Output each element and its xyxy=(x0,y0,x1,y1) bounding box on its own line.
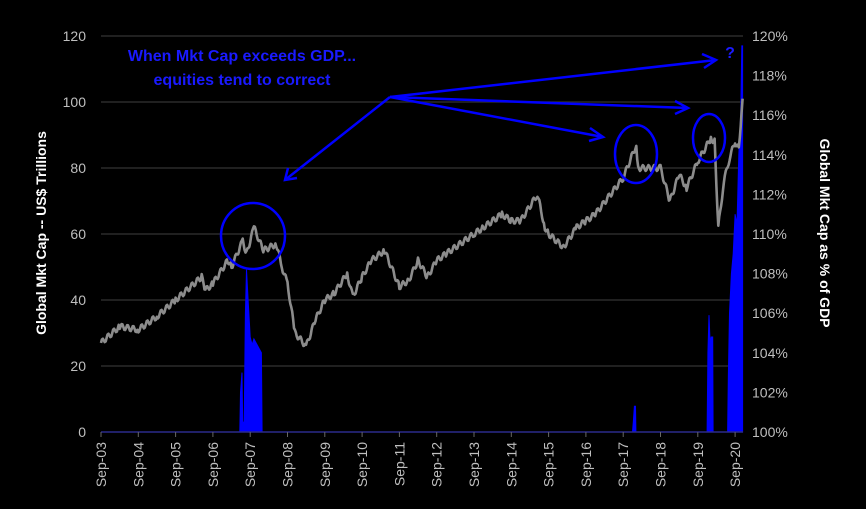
highlight-ellipse-2007 xyxy=(219,201,287,271)
x-tick-label: Sep-10 xyxy=(354,442,370,487)
x-tick-label: Sep-14 xyxy=(503,442,519,487)
x-tick-label: Sep-16 xyxy=(578,442,594,487)
right-tick-label: 120% xyxy=(752,28,788,44)
arrow-to-current xyxy=(389,52,719,99)
x-tick-label: Sep-06 xyxy=(205,442,221,487)
right-tick-label: 116% xyxy=(752,107,787,123)
x-tick-label: Sep-07 xyxy=(242,442,258,487)
right-tick-label: 102% xyxy=(752,384,788,400)
x-tick-label: Sep-09 xyxy=(317,442,333,487)
annotation-question: ? xyxy=(725,45,735,62)
x-tick-label: Sep-04 xyxy=(130,442,146,487)
x-tick-label: Sep-18 xyxy=(653,442,669,487)
market-cap-line xyxy=(99,98,744,348)
annotation-line-1: When Mkt Cap exceeds GDP... xyxy=(128,48,356,65)
right-tick-label: 104% xyxy=(752,345,788,361)
x-tick-label: Sep-11 xyxy=(391,442,407,486)
left-tick-label: 60 xyxy=(70,226,86,242)
highlight-ellipse-2020 xyxy=(691,112,727,164)
right-tick-label: 100% xyxy=(752,424,788,440)
right-axis-title: Global Mkt Cap as % of GDP xyxy=(817,138,833,327)
x-axis-ticks: Sep-03 Sep-04 Sep-05 Sep-06 Sep-07 Sep-08 Sep-… xyxy=(93,432,743,487)
left-tick-label: 80 xyxy=(70,160,86,176)
left-axis-ticks: 0 20 40 60 80 100 120 xyxy=(63,28,87,440)
left-tick-label: 120 xyxy=(63,28,87,44)
left-tick-label: 20 xyxy=(70,358,86,374)
x-tick-label: Sep-17 xyxy=(615,442,631,487)
right-axis-ticks: 100% 102% 104% 106% 108% 110% 112% 114% 116% 118%… xyxy=(752,28,788,440)
x-tick-label: Sep-05 xyxy=(168,442,184,487)
left-tick-label: 40 xyxy=(70,292,86,308)
x-tick-label: Sep-19 xyxy=(690,442,706,487)
right-tick-label: 108% xyxy=(752,266,788,282)
x-tick-label: Sep-15 xyxy=(541,442,557,487)
arrow-to-2007 xyxy=(283,96,391,182)
x-tick-label: Sep-08 xyxy=(280,442,296,487)
arrow-to-2018 xyxy=(389,95,606,143)
x-tick-label: Sep-03 xyxy=(93,442,109,487)
highlight-ellipse-2018 xyxy=(613,123,659,185)
right-tick-label: 112% xyxy=(752,186,787,202)
x-tick-label: Sep-13 xyxy=(466,442,482,487)
x-tick-label: Sep-12 xyxy=(429,442,445,487)
left-tick-label: 0 xyxy=(78,424,86,440)
right-tick-label: 110% xyxy=(752,226,787,242)
right-tick-label: 106% xyxy=(752,305,788,321)
x-tick-label: Sep-20 xyxy=(727,442,743,487)
left-axis-title: Global Mkt Cap -- US$ Trillions xyxy=(33,131,49,335)
left-tick-label: 100 xyxy=(63,94,87,110)
annotation-line-2: equities tend to correct xyxy=(154,72,332,89)
arrow-to-2020 xyxy=(389,95,691,116)
annotations xyxy=(219,52,727,271)
right-tick-label: 114% xyxy=(752,147,787,163)
market-cap-series xyxy=(99,98,744,348)
right-tick-label: 118% xyxy=(752,68,787,84)
